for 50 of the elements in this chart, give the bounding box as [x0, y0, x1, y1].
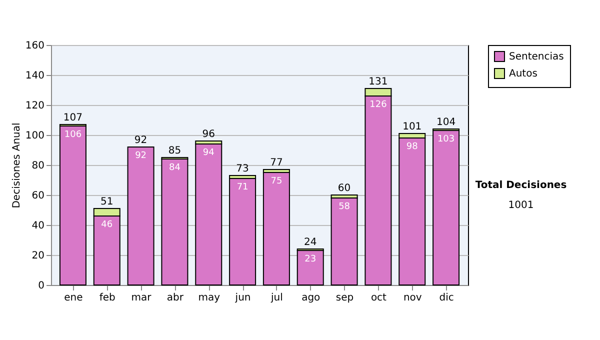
- x-tick-label: may: [198, 292, 220, 304]
- total-label: 73: [236, 164, 249, 174]
- x-tick-label: abr: [166, 292, 184, 304]
- total-label: 85: [168, 146, 182, 156]
- x-tick-label: sep: [336, 292, 354, 304]
- x-tick-label: nov: [403, 292, 422, 304]
- text: Total Decisiones: [475, 180, 567, 191]
- total-label: 51: [100, 196, 114, 208]
- data-label: 23: [304, 254, 316, 264]
- legend-label: Autos: [509, 68, 538, 80]
- total-label: 107: [63, 112, 83, 124]
- data-label: 46: [101, 220, 113, 230]
- y-tick-label: 60: [32, 190, 44, 202]
- y-tick-label: 20: [32, 250, 44, 262]
- x-tick-label: ago: [302, 292, 320, 304]
- total-label: 77: [270, 158, 283, 168]
- data-label: 103: [437, 134, 455, 144]
- y-tick-label: 40: [32, 220, 44, 232]
- total-label: 92: [134, 135, 148, 146]
- y-tick-label: 160: [25, 40, 44, 52]
- x-tick-label: mar: [131, 292, 152, 304]
- data-label: 126: [370, 100, 388, 110]
- y-tick-label: 120: [25, 100, 44, 112]
- x-tick-label: ene: [64, 292, 83, 304]
- x-tick-label: feb: [99, 292, 116, 304]
- total-label: 101: [402, 122, 422, 132]
- y-axis-title: Decisiones Anual: [11, 122, 22, 208]
- data-label: 75: [270, 176, 282, 186]
- data-label: 58: [338, 202, 350, 212]
- data-label: 92: [135, 151, 147, 161]
- x-tick-label: jun: [234, 292, 251, 304]
- y-tick-label: 100: [25, 130, 44, 142]
- data-label: 106: [64, 130, 82, 140]
- y-tick-label: 80: [32, 160, 44, 172]
- y-tick-label: 140: [25, 70, 44, 82]
- total-label: 131: [368, 76, 388, 88]
- data-label: 98: [406, 142, 418, 152]
- total-label: 24: [304, 237, 317, 248]
- total-label: 96: [202, 129, 215, 140]
- y-tick-label: 0: [38, 280, 44, 292]
- x-tick-label: jul: [270, 292, 283, 304]
- x-tick-label: oct: [370, 292, 387, 304]
- text: 1001: [508, 200, 534, 211]
- legend-label: Sentencias: [509, 52, 564, 62]
- data-label: 71: [236, 182, 248, 192]
- data-label: 84: [168, 163, 181, 173]
- total-label: 104: [436, 117, 456, 128]
- total-label: 60: [338, 183, 351, 194]
- data-label: 94: [202, 148, 215, 158]
- x-tick-label: dic: [439, 292, 454, 304]
